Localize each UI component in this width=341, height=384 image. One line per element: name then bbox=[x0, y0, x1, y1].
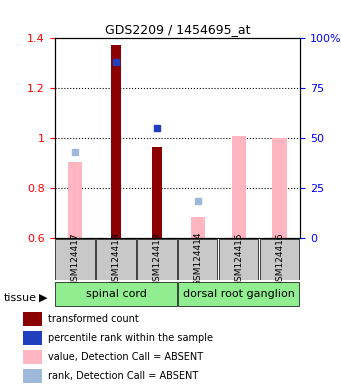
Bar bbox=[272, 138, 287, 238]
FancyBboxPatch shape bbox=[260, 238, 299, 280]
Bar bbox=[23, 331, 42, 344]
FancyBboxPatch shape bbox=[137, 238, 177, 280]
Bar bbox=[152, 147, 162, 238]
FancyBboxPatch shape bbox=[55, 238, 95, 280]
Text: spinal cord: spinal cord bbox=[86, 289, 146, 299]
Bar bbox=[23, 369, 42, 382]
Text: GSM124415: GSM124415 bbox=[234, 232, 243, 286]
Text: rank, Detection Call = ABSENT: rank, Detection Call = ABSENT bbox=[48, 371, 199, 381]
Bar bbox=[68, 162, 82, 238]
Text: GSM124416: GSM124416 bbox=[275, 232, 284, 286]
Bar bbox=[23, 351, 42, 364]
FancyBboxPatch shape bbox=[55, 282, 177, 306]
Text: transformed count: transformed count bbox=[48, 314, 139, 324]
Text: GSM124419: GSM124419 bbox=[152, 232, 161, 286]
Text: GSM124417: GSM124417 bbox=[71, 232, 79, 286]
FancyBboxPatch shape bbox=[178, 282, 299, 306]
Text: GSM124414: GSM124414 bbox=[193, 232, 202, 286]
Text: value, Detection Call = ABSENT: value, Detection Call = ABSENT bbox=[48, 352, 204, 362]
Text: tissue: tissue bbox=[3, 293, 36, 303]
Bar bbox=[23, 313, 42, 326]
Bar bbox=[191, 217, 205, 238]
Title: GDS2209 / 1454695_at: GDS2209 / 1454695_at bbox=[105, 23, 250, 36]
Bar bbox=[111, 45, 121, 238]
Text: ▶: ▶ bbox=[39, 293, 48, 303]
Text: GSM124418: GSM124418 bbox=[112, 232, 120, 286]
Text: dorsal root ganglion: dorsal root ganglion bbox=[183, 289, 295, 299]
FancyBboxPatch shape bbox=[178, 238, 218, 280]
Bar bbox=[232, 136, 246, 238]
Text: percentile rank within the sample: percentile rank within the sample bbox=[48, 333, 213, 343]
FancyBboxPatch shape bbox=[96, 238, 136, 280]
FancyBboxPatch shape bbox=[219, 238, 258, 280]
